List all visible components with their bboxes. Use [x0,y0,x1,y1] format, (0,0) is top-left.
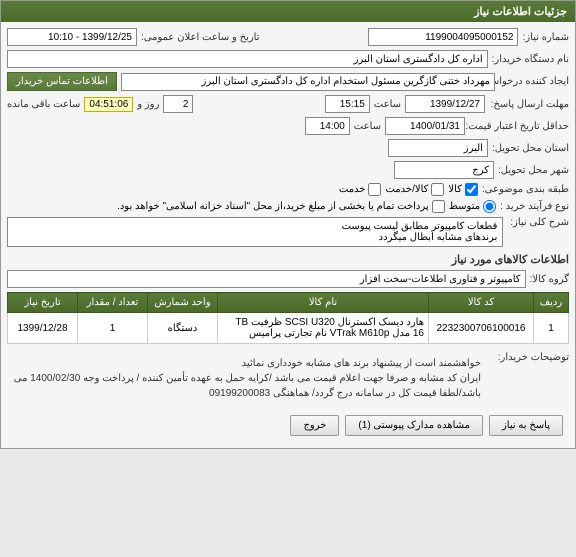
buyer-org-label: نام دستگاه خریدار: [492,54,569,65]
creator-label: ایجاد کننده درخواست: [499,76,569,87]
process-medium-radio[interactable]: متوسط [449,200,496,213]
validity-time-field: 14:00 [305,117,350,135]
announce-field: 1399/12/25 - 10:10 [7,28,137,46]
bundle-serviceonly-checkbox[interactable]: خدمت [339,183,382,196]
need-desc-label: شرح کلی نیاز: [507,217,569,228]
bundle-goods-checkbox[interactable]: کالا [448,183,478,196]
buyer-notes: خواهشمند است از پیشنهاد برند های مشابه خ… [7,352,485,405]
items-section-title: اطلاعات کالاهای مورد نیاز [7,253,569,266]
deadline-label: مهلت ارسال پاسخ: [489,99,569,110]
attachments-button[interactable]: مشاهده مدارک پیوستی (1) [345,415,483,436]
group-field: کامپیوتر و فناوری اطلاعات-سخت افزار [7,270,526,288]
process-medium-text: متوسط [449,201,480,212]
announce-label: تاریخ و ساعت اعلان عمومی: [141,32,260,43]
bundle-goods-input[interactable] [465,183,478,196]
creator-field: مهرداد ختنی گازگرین مسئول استخدام اداره … [121,73,495,91]
group-label: گروه کالا: [530,274,569,285]
footer-buttons: پاسخ به نیاز مشاهده مدارک پیوستی (1) خرو… [7,409,569,442]
buyer-org-field: اداره کل دادگستری استان البرز [7,50,488,68]
reply-button[interactable]: پاسخ به نیاز [489,415,563,436]
bundle-serviceonly-text: خدمت [339,184,366,195]
timer-label: ساعت باقی مانده [7,99,80,110]
notes-label: توضیحات خریدار: [489,352,569,363]
th-row: ردیف [534,293,569,313]
th-unit: واحد شمارش [148,293,218,313]
city-field: کرج [394,161,494,179]
time-label-1: ساعت [374,99,401,110]
validity-label: حداقل تاریخ اعتبار قیمت: تا تاریخ: [469,121,569,132]
bundle-goods-text: کالا [448,184,462,195]
bundle-serviceonly-input[interactable] [368,183,381,196]
validity-date-field: 1400/01/31 [385,117,465,135]
process-label: نوع فرآیند خرید : [500,201,569,212]
need-number-field: 1199004095000152 [368,28,518,46]
cell-row: 1 [534,313,569,344]
deadline-date-field: 1399/12/27 [405,95,485,113]
process-note-input[interactable] [432,200,445,213]
table-header-row: ردیف کد کالا نام کالا واحد شمارش تعداد /… [8,293,569,313]
process-medium-input[interactable] [483,200,496,213]
items-table: ردیف کد کالا نام کالا واحد شمارش تعداد /… [7,292,569,344]
table-row[interactable]: 1 2232300706100016 هارد دیسک اکسترنال SC… [8,313,569,344]
cell-qty: 1 [78,313,148,344]
days-label: روز و [137,99,159,110]
panel-title: جزئیات اطلاعات نیاز [1,1,575,22]
process-note-checkbox[interactable]: پرداخت تمام یا بخشی از مبلغ خرید،از محل … [117,200,445,213]
exit-button[interactable]: خروج [290,415,339,436]
countdown-timer: 04:51:06 [84,97,133,112]
cell-code: 2232300706100016 [429,313,534,344]
main-panel: جزئیات اطلاعات نیاز شماره نیاز: 11990040… [0,0,576,449]
process-note-text: پرداخت تمام یا بخشی از مبلغ خرید،از محل … [117,201,429,212]
bundle-label: طبقه بندی موضوعی: [482,184,569,195]
th-qty: تعداد / مقدار [78,293,148,313]
cell-unit: دستگاه [148,313,218,344]
days-remain-field: 2 [163,95,193,113]
th-code: کد کالا [429,293,534,313]
th-date: تاریخ نیاز [8,293,78,313]
need-desc-field: قطعات کامپیوتر مطابق لیست پیوست برندهای … [7,217,503,247]
cell-date: 1399/12/28 [8,313,78,344]
bundle-service-text: کالا/خدمت [385,184,428,195]
province-label: استان محل تحویل: [492,143,569,154]
contact-buyer-button[interactable]: اطلاعات تماس خریدار [7,72,117,91]
deadline-time-field: 15:15 [325,95,370,113]
province-field: البرز [388,139,488,157]
city-label: شهر محل تحویل: [498,165,569,176]
bundle-service-checkbox[interactable]: کالا/خدمت [385,183,444,196]
panel-body: شماره نیاز: 1199004095000152 تاریخ و ساع… [1,22,575,448]
need-number-label: شماره نیاز: [522,32,569,43]
time-label-2: ساعت [354,121,381,132]
bundle-service-input[interactable] [431,183,444,196]
th-name: نام کالا [218,293,429,313]
cell-name: هارد دیسک اکسترنال SCSI U320 ظرفیت TB 16… [218,313,429,344]
